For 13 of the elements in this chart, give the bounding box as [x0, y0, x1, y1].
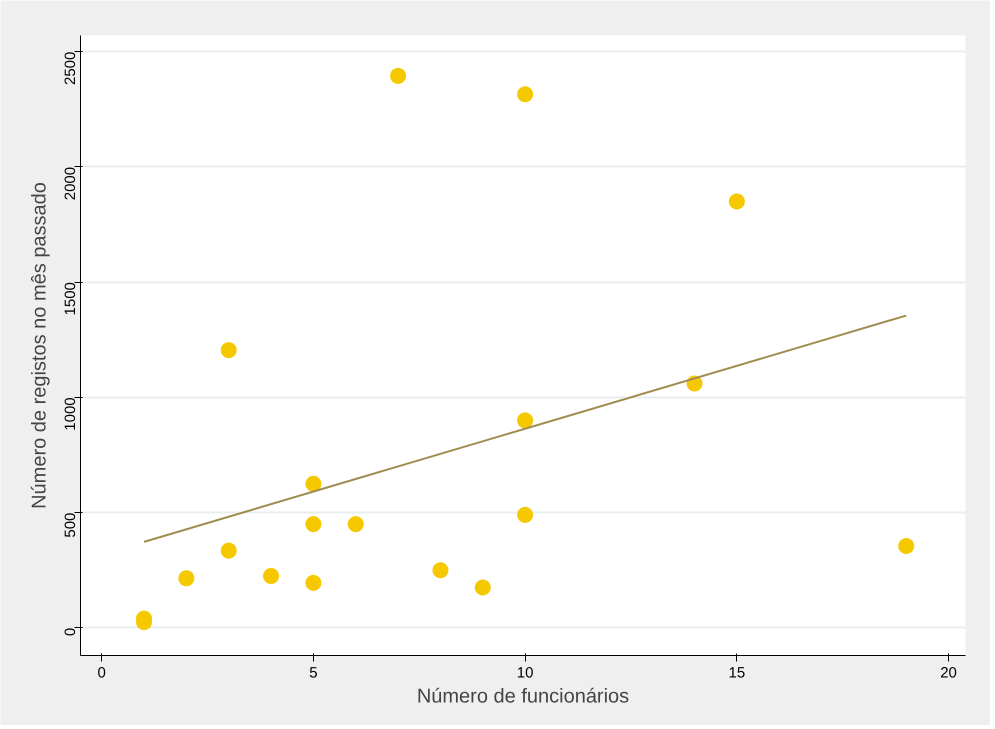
x-tick-label: 15 [728, 664, 746, 682]
y-axis-title: Número de registos no mês passado [28, 182, 50, 509]
x-tick-label: 5 [309, 664, 318, 682]
x-tick-label: 10 [516, 664, 534, 682]
x-axis-title: Número de funcionários [416, 686, 630, 708]
x-tick-label: 0 [98, 664, 106, 682]
y-tick-label: 1000 [62, 397, 79, 431]
y-tick-label: 2500 [62, 52, 79, 86]
y-tick-label: 2000 [62, 166, 79, 200]
x-tick-label: 20 [940, 664, 957, 682]
y-tick-label: 1500 [62, 282, 79, 316]
y-tick-label: 500 [62, 512, 79, 538]
y-tick-label: 0 [62, 628, 79, 636]
